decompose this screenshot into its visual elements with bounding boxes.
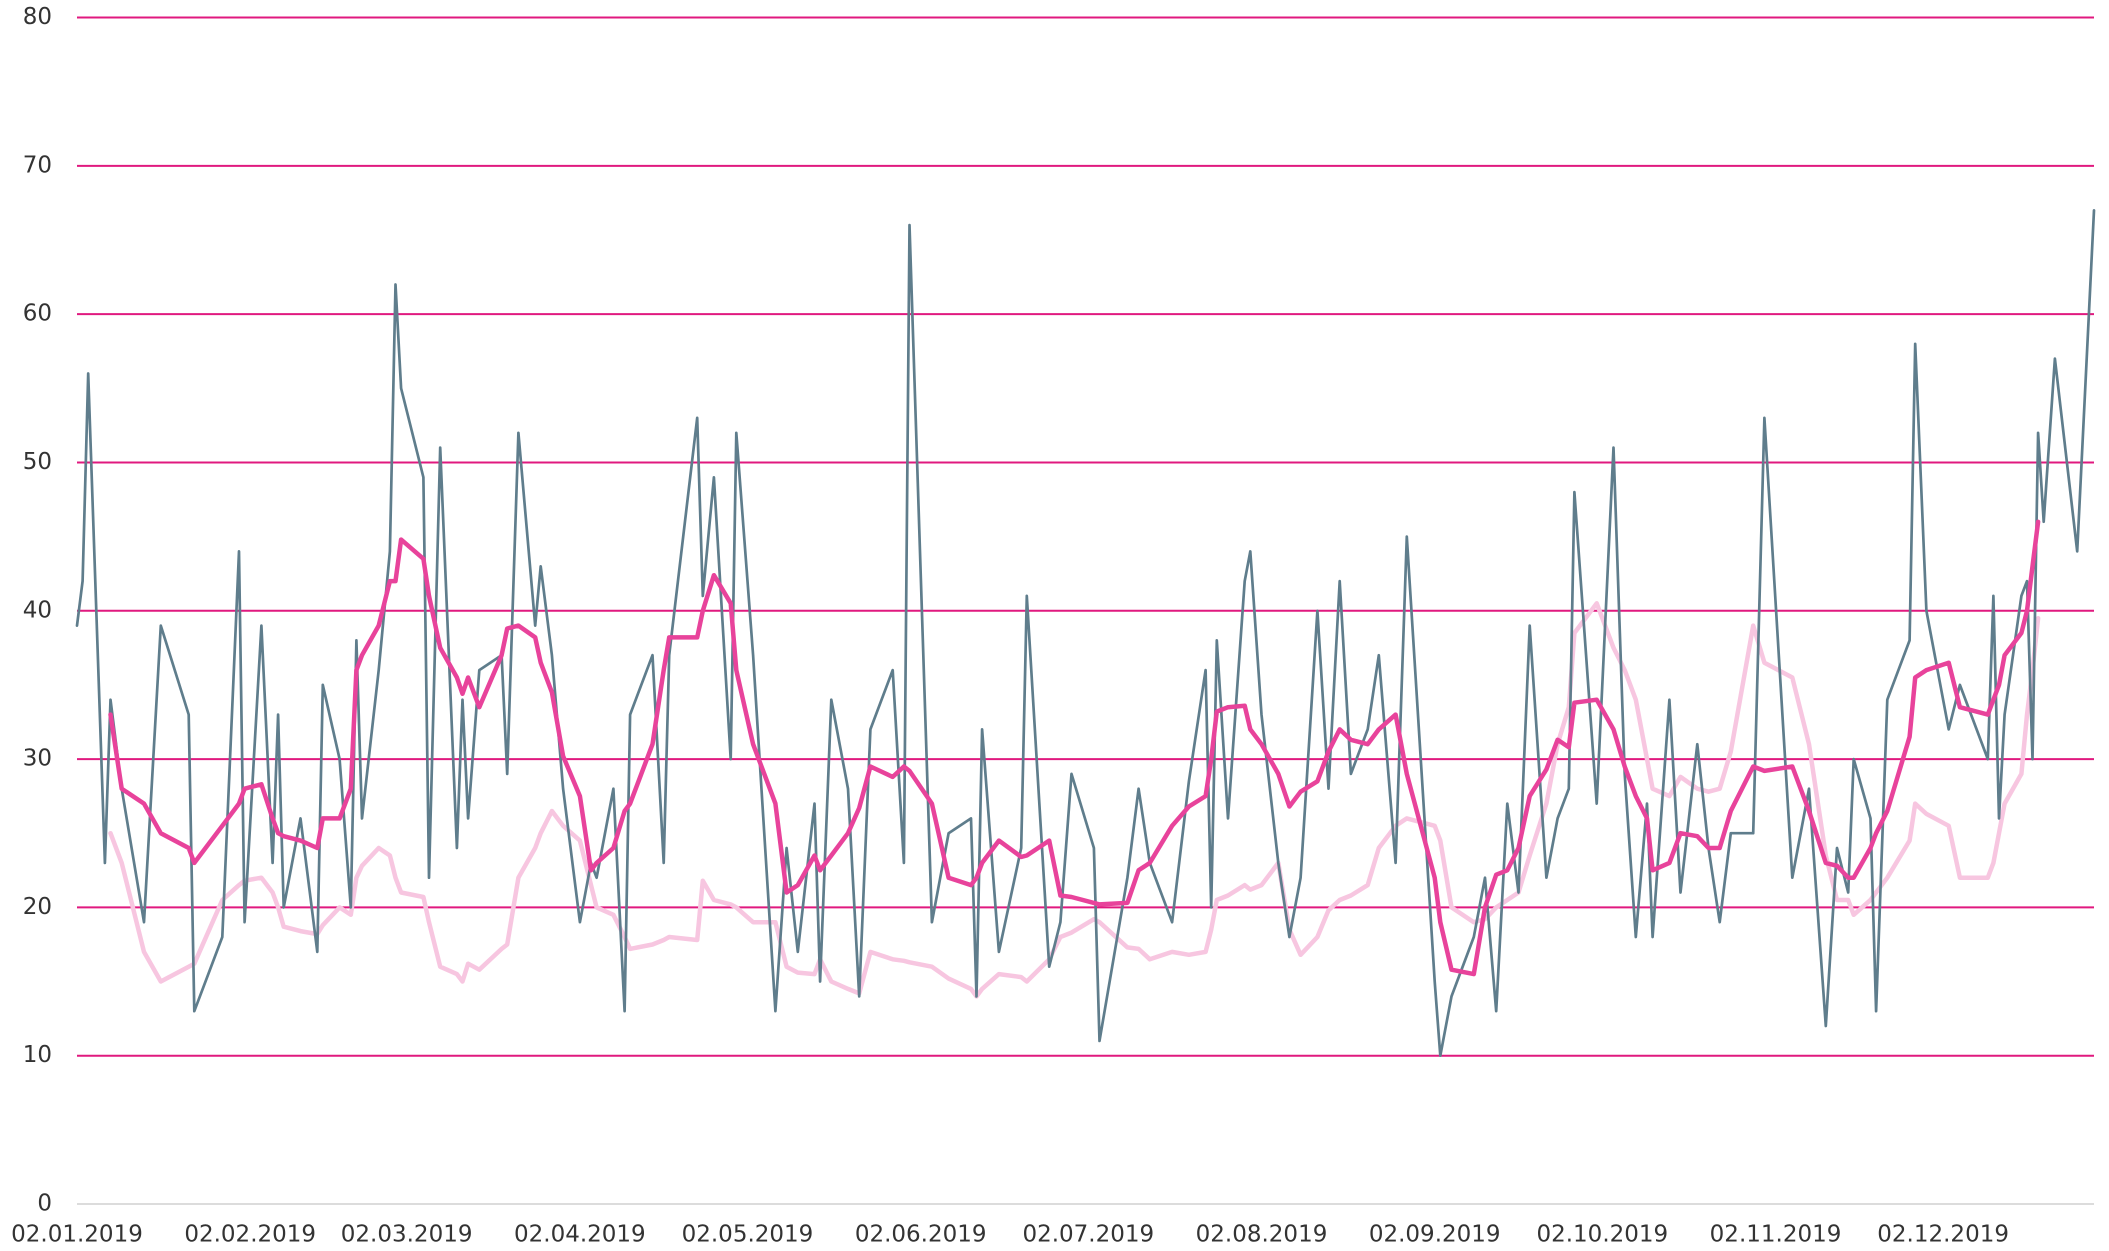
x-tick-label: 02.11.2019 <box>1710 1222 1842 1248</box>
x-tick-label: 02.03.2019 <box>341 1222 473 1248</box>
y-tick-label: 70 <box>23 152 52 178</box>
y-tick-label: 20 <box>23 894 52 920</box>
line-series <box>108 519 2041 977</box>
x-tick-label: 02.09.2019 <box>1369 1222 1501 1248</box>
x-tick-label: 02.07.2019 <box>1022 1222 1154 1248</box>
line-series <box>108 601 2041 999</box>
y-tick-label: 60 <box>23 301 52 327</box>
x-tick-label: 02.12.2019 <box>1877 1222 2009 1248</box>
line-series <box>75 208 2096 1058</box>
x-tick-label: 02.02.2019 <box>184 1222 316 1248</box>
plot-area <box>75 208 2096 1058</box>
y-tick-label: 80 <box>23 4 52 30</box>
y-tick-label: 0 <box>37 1191 52 1217</box>
x-tick-label: 02.05.2019 <box>682 1222 814 1248</box>
x-tick-label: 02.01.2019 <box>11 1222 143 1248</box>
axis-labels: 0 10 20 30 40 50 60 70 80 02.01.2019 02.02.2019 02.… <box>11 4 2009 1248</box>
x-tick-label: 02.06.2019 <box>855 1222 987 1248</box>
y-tick-label: 50 <box>23 449 52 475</box>
x-tick-label: 02.08.2019 <box>1196 1222 1328 1248</box>
grid <box>77 16 2094 1205</box>
x-tick-label: 02.04.2019 <box>514 1222 646 1248</box>
y-tick-label: 10 <box>23 1042 52 1068</box>
y-tick-label: 30 <box>23 746 52 772</box>
x-tick-label: 02.10.2019 <box>1536 1222 1668 1248</box>
y-tick-label: 40 <box>23 597 52 623</box>
